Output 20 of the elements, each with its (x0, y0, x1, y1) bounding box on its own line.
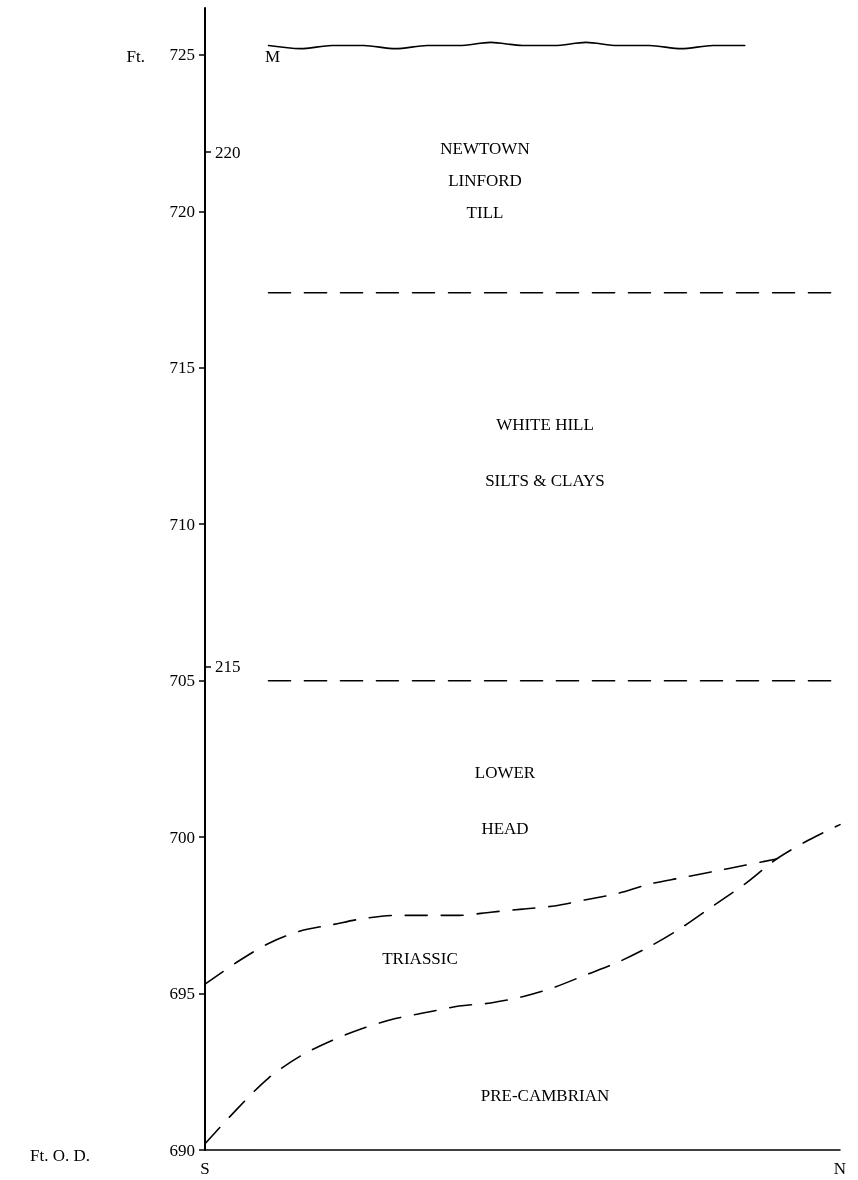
y-tick-label: 705 (169, 671, 195, 691)
y-tick-label: 710 (169, 514, 195, 534)
annotation: PRE-CAMBRIAN (480, 1085, 610, 1105)
y2-tick-label: 215 (215, 656, 241, 676)
y-tick-label: 720 (169, 201, 195, 221)
y-axis-title: Ft. (126, 47, 145, 66)
y-tick-label: 690 (169, 1140, 195, 1160)
y2-tick-label: 220 (215, 142, 241, 162)
annotation: TRIASSIC (382, 948, 458, 968)
annotation: NEWTOWN LINFORD TILL (440, 138, 530, 222)
x-tick-label: N (833, 1159, 847, 1178)
x-tick-label: S (200, 1159, 210, 1178)
y-tick-label: 700 (169, 827, 195, 847)
text: WHITE HILL SILTS & CLAYS (485, 414, 605, 490)
y-tick-label: 715 (169, 358, 195, 378)
y-tick-label: 725 (169, 45, 195, 65)
text: LOWER HEAD (474, 762, 536, 838)
y-tick-label: 695 (169, 984, 195, 1004)
text: Ft. O. D. (30, 1145, 90, 1165)
y2-axis-title: M (265, 47, 281, 66)
